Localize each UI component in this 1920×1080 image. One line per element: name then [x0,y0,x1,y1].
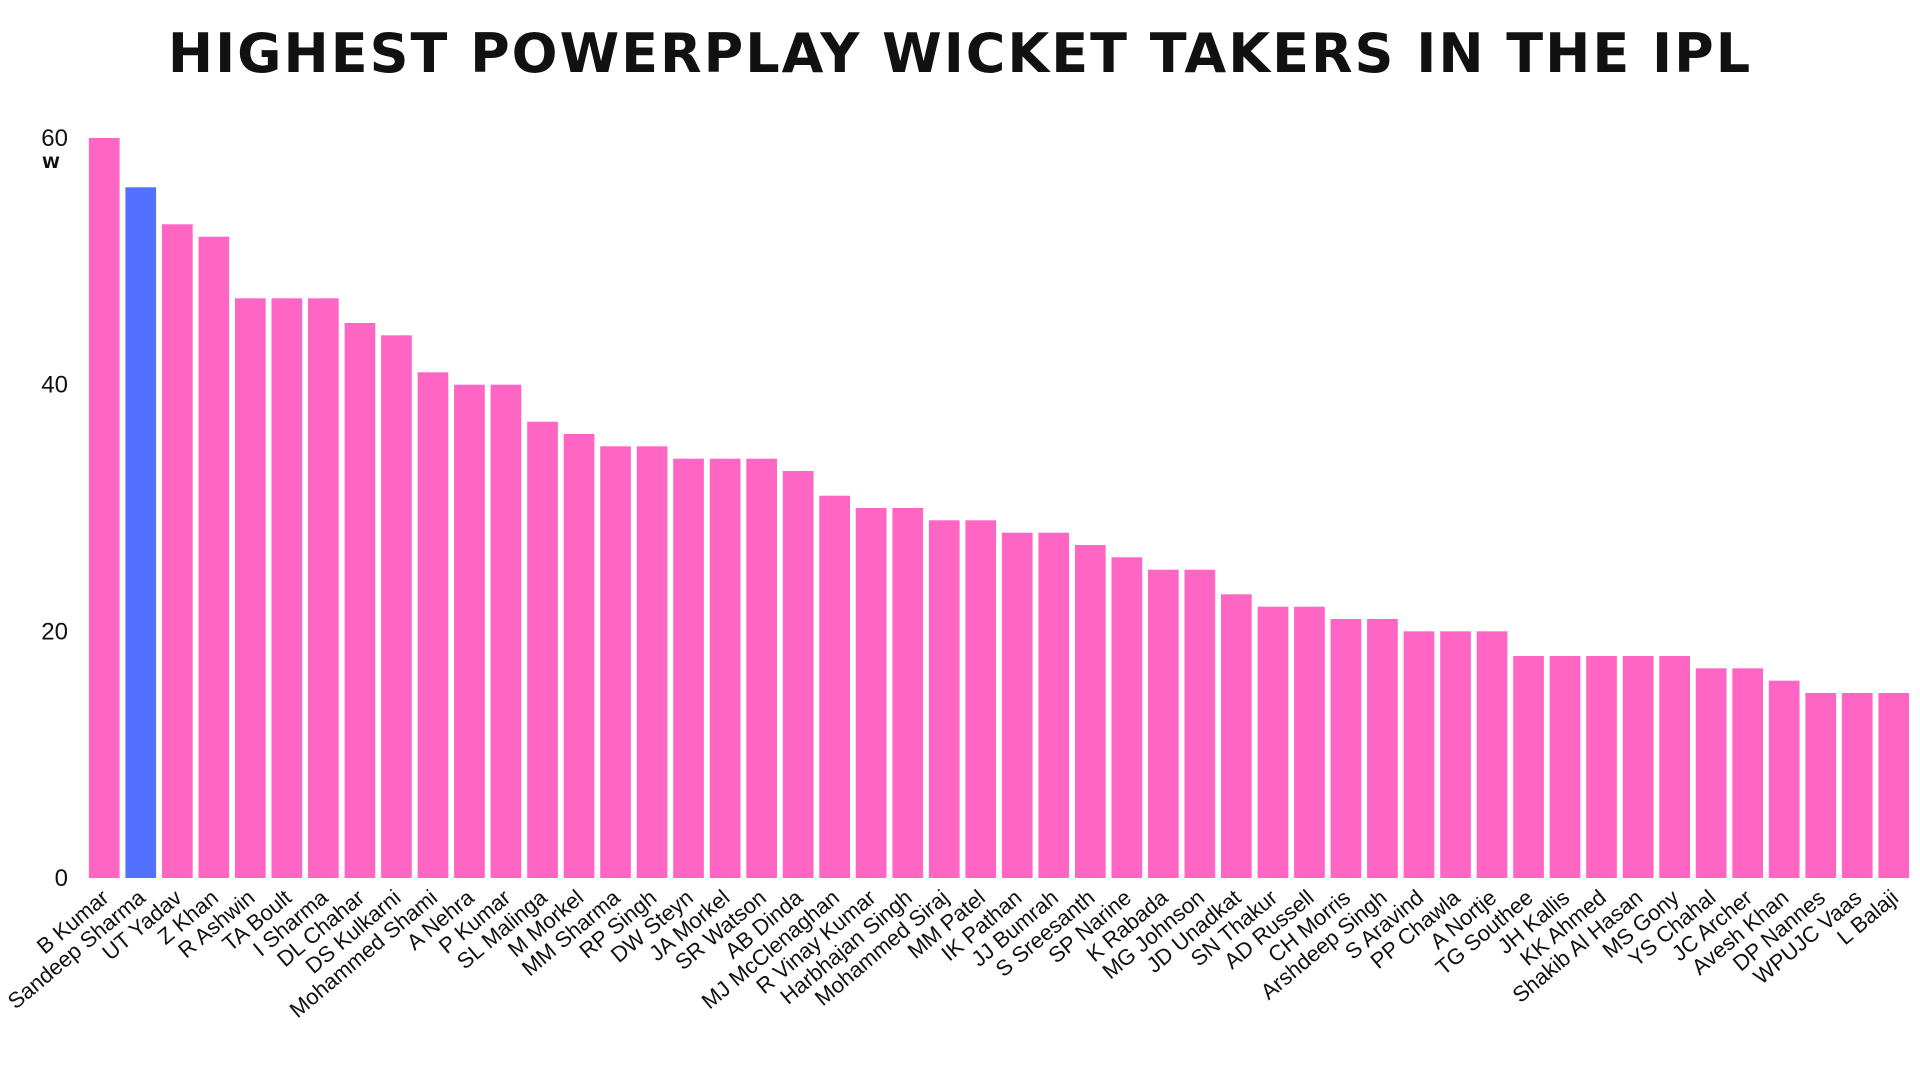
bar [1403,631,1435,878]
bar [1111,557,1143,878]
bar [1622,656,1654,878]
bar [1038,532,1070,878]
bar [965,520,997,878]
bar [271,298,303,878]
bar [1184,569,1216,878]
bar [1695,668,1727,878]
bar [1878,693,1910,878]
bar [1148,569,1179,878]
y-tick-label: 60 [41,125,68,152]
bar [1001,532,1033,878]
bar [490,384,522,878]
bar [1294,606,1325,878]
y-axis-unit-label: W [42,153,60,172]
bar [417,372,449,878]
bar [673,458,704,878]
bar [636,446,668,878]
chart-title: HIGHEST POWERPLAY WICKET TAKERS IN THE I… [168,22,1752,85]
bar [308,298,339,878]
bar [1549,656,1581,878]
bar [1841,693,1873,878]
bar [1768,680,1800,878]
bar [782,471,814,878]
bar [1367,619,1398,878]
bar [527,421,558,878]
bar [1586,656,1617,878]
bar [125,187,157,879]
bar [162,224,193,879]
bar [746,458,777,878]
bar [1257,606,1289,878]
y-tick-label: 20 [41,618,68,645]
bar [1513,656,1544,878]
bar [928,520,960,878]
bar [855,508,887,878]
bar [1732,668,1763,878]
y-tick-label: 0 [55,865,68,892]
bar [381,335,412,878]
bar [1440,631,1471,878]
bar [198,236,230,878]
bar [344,323,376,878]
bars-group [88,138,1910,879]
bar [892,508,924,878]
y-tick-label: 40 [41,372,68,399]
bar [709,458,741,878]
bar [563,434,595,878]
bar [1221,594,1252,878]
bar [1805,693,1837,878]
bar [1476,631,1508,878]
bar [819,495,850,878]
bar [454,384,485,878]
bar [1659,656,1690,878]
bar [600,446,631,878]
bar [235,298,266,878]
y-axis-ticks: 0 20 40 60 [41,125,68,892]
bar [1330,619,1362,878]
bar [88,138,120,878]
bar [1075,545,1106,878]
